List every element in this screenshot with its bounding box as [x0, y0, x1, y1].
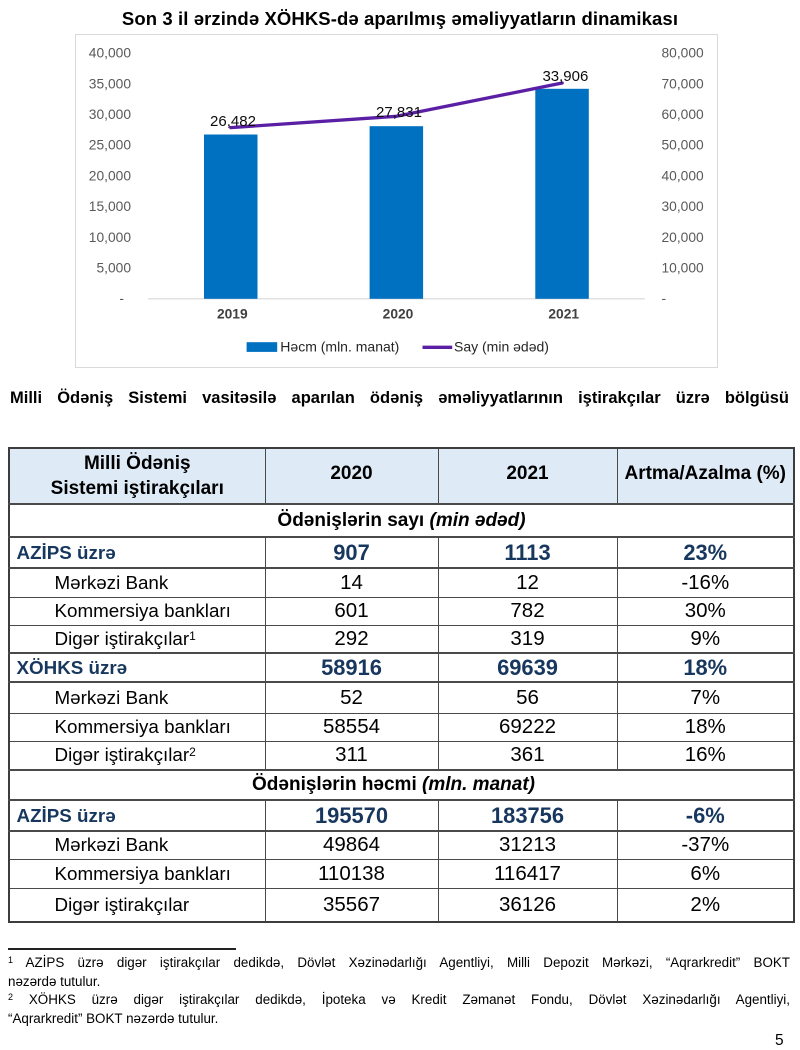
- svg-text:Say (min ədəd): Say (min ədəd): [454, 338, 549, 354]
- svg-text:10,000: 10,000: [89, 230, 132, 245]
- svg-text:5,000: 5,000: [96, 261, 131, 276]
- svg-text:25,000: 25,000: [89, 138, 132, 153]
- svg-text:2019: 2019: [217, 306, 248, 321]
- svg-text:-: -: [119, 291, 124, 306]
- svg-text:Həcm (mln. manat): Həcm (mln. manat): [280, 338, 399, 354]
- svg-text:35,000: 35,000: [89, 76, 132, 91]
- svg-text:15,000: 15,000: [89, 199, 132, 214]
- svg-text:50,000: 50,000: [662, 138, 705, 153]
- svg-text:40,000: 40,000: [89, 46, 132, 61]
- svg-text:40,000: 40,000: [662, 168, 705, 183]
- svg-text:20,000: 20,000: [89, 168, 132, 183]
- svg-text:70,000: 70,000: [662, 76, 705, 91]
- svg-text:-: -: [662, 291, 667, 306]
- svg-text:30,000: 30,000: [662, 199, 705, 214]
- svg-text:20,000: 20,000: [662, 230, 705, 245]
- svg-text:2020: 2020: [383, 306, 414, 321]
- svg-text:33,906: 33,906: [542, 68, 588, 85]
- svg-text:10,000: 10,000: [662, 261, 705, 276]
- svg-text:2021: 2021: [548, 306, 579, 321]
- svg-text:60,000: 60,000: [662, 107, 705, 122]
- svg-text:80,000: 80,000: [662, 46, 705, 61]
- svg-text:26,482: 26,482: [210, 113, 256, 130]
- svg-text:27,831: 27,831: [376, 104, 422, 121]
- svg-text:30,000: 30,000: [89, 107, 132, 122]
